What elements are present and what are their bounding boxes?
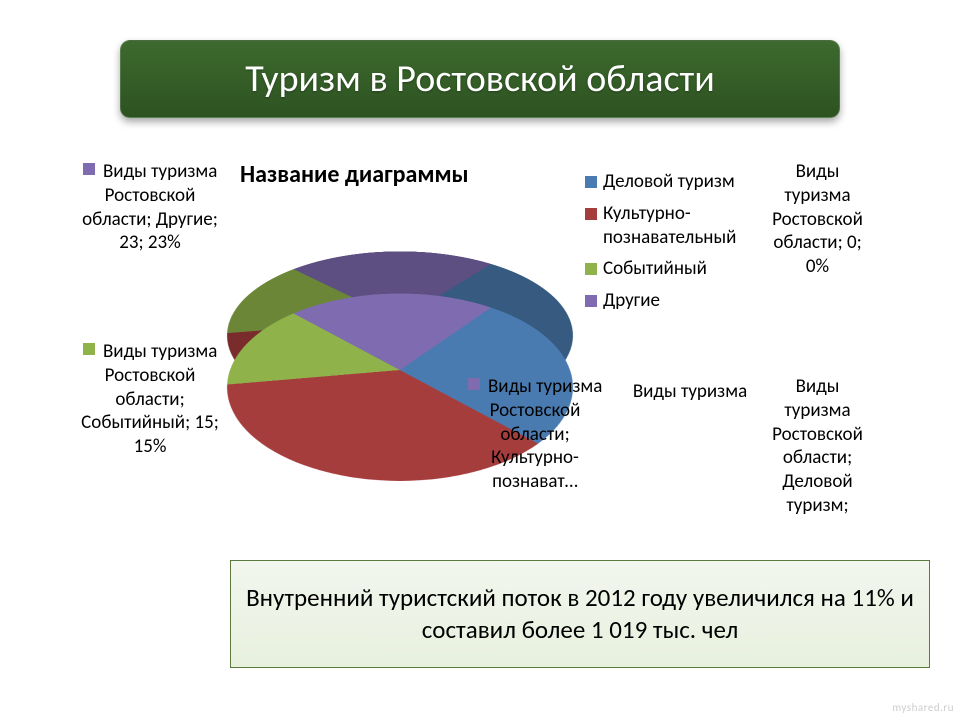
swatch-icon [585,263,597,275]
chart-data-label: Виды туризма Ростовской области; Культур… [455,375,615,494]
legend-item: Событийный [585,257,775,281]
legend-label: Другие [603,289,660,313]
legend-label: Культурно-познавательный [603,202,775,250]
watermark: myshared.ru [892,701,954,714]
caption-text: Внутренний туристский поток в 2012 году … [239,582,921,647]
chart-legend: Деловой туризм Культурно-познавательный Со… [585,170,775,321]
chart-data-label: Виды туризма [610,380,770,404]
swatch-icon [585,176,597,188]
legend-item: Деловой туризм [585,170,775,194]
legend-label: Деловой туризм [603,170,735,194]
chart-data-label: Виды туризма Ростовской области; 0; 0% [770,160,865,279]
legend-item: Культурно-познавательный [585,202,775,250]
chart-title: Название диаграммы [240,160,469,189]
chart-data-label: Виды туризма Ростовской области; Деловой… [770,375,865,518]
swatch-icon [585,208,597,220]
swatch-icon [585,295,597,307]
chart-data-label: Виды туризма Ростовской области; Другие;… [80,160,220,255]
legend-item: Другие [585,289,775,313]
caption-box: Внутренний туристский поток в 2012 году … [230,560,930,668]
page-title: Туризм в Ростовской области [245,56,715,102]
swatch-icon [468,378,480,390]
swatch-icon [83,343,95,355]
chart-data-label: Виды туризма Ростовской области; Событий… [80,340,220,459]
title-panel: Туризм в Ростовской области [120,40,840,118]
swatch-icon [83,163,95,175]
legend-label: Событийный [603,257,707,281]
